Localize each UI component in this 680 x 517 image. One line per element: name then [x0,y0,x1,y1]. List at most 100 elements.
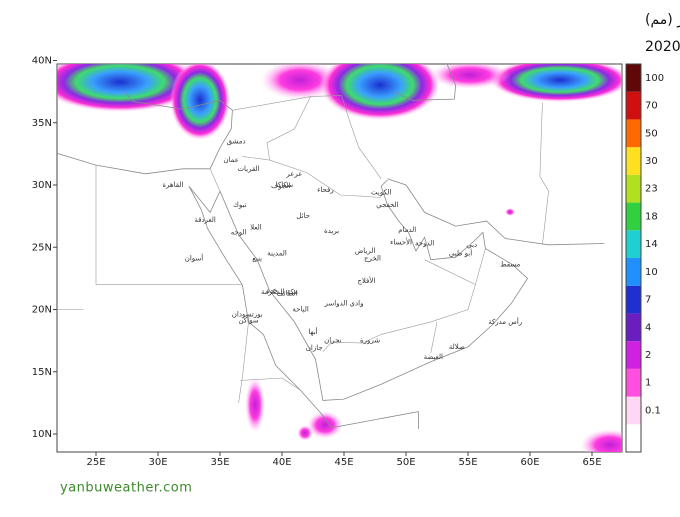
colorbar-segment [626,341,641,369]
border [266,96,311,161]
colorbar-tick-label: 0.1 [645,405,661,416]
lon-tick-label: 25E [86,457,105,468]
city-label: الخرج [364,254,381,262]
city-label: عمان [223,156,239,164]
city-label: دبي [466,241,477,249]
city-label: الغيضة [424,353,443,361]
border [242,156,382,198]
colorbar-tick-label: 2 [645,350,651,361]
city-label: أبو ظبي [449,248,472,257]
border [430,321,438,354]
city-label: وادي الدواسر [324,299,364,307]
coastline [57,91,233,175]
precipitation [57,64,622,452]
city-label: الغردقة [194,216,216,224]
lon-tick-label: 45E [334,457,353,468]
border [341,95,382,179]
colorbar-frame [625,63,642,453]
colorbar-segment [626,368,641,397]
border [424,259,476,285]
lon-tick-label: 65E [582,457,601,468]
city-label: أسوان [185,253,204,262]
lat-tick-label: 35N [32,118,52,129]
border [238,321,249,403]
colorbar-tick-label: 7 [645,295,651,306]
colorbar-segment [626,396,641,425]
city-label: الخفجي [376,201,399,209]
colorbar-segment [626,202,641,231]
city-label: عرعر [285,170,302,178]
city-label: تبوك [233,201,246,209]
axes: 25E 30E 35E 40E 45E 50E 55E 60E 65E 10N 15N 20N 25N 3… [32,56,602,469]
colorbar-tick-label: 100 [645,73,664,84]
city-label: سواكن [238,317,258,325]
lon-tick-label: 30E [148,457,167,468]
city-label: حائل [296,212,310,220]
lat-tick-label: 20N [32,305,52,316]
colorbar-tick-label: 4 [645,322,651,333]
colorbar-tick-label: 30 [645,156,658,167]
colorbar-segment [626,313,641,342]
colorbar-tick-label: 70 [645,101,658,112]
colorbar: 0.1 1 2 4 7 10 14 18 23 30 50 70 100 [625,63,664,453]
lat-tick-label: 25N [32,242,52,253]
colorbar-tick-label: 23 [645,184,658,195]
coastline [219,179,529,401]
city-label: بورتسودان [232,310,263,318]
colorbar-segment [626,119,641,148]
city-label: القاهرة [162,181,183,189]
city-label: شرورة [360,337,380,345]
map-frame [56,63,623,453]
city-label: الجوف [271,182,291,190]
city-label: بريدة [324,227,339,235]
colorbar-segment [626,285,641,314]
colorbar-tick-label: 10 [645,267,658,278]
lon-tick-label: 35E [210,457,229,468]
city-label: الأحساء [390,237,412,246]
colorbar-tick-label: 50 [645,128,658,139]
lat-tick-label: 40N [32,56,52,67]
city-label: نجران [324,337,341,345]
city-label: الباحة [292,306,308,314]
city-label: الأفلاج [357,276,375,285]
border [539,102,549,245]
lon-tick-label: 60E [520,457,539,468]
city-label: سكاكا [276,181,293,189]
lat-tick-label: 30N [32,180,52,191]
colorbar-segment [626,174,641,203]
colorbar-tick-label: 1 [645,378,651,389]
colorbar-base [626,424,641,452]
city-label: الكويت [371,188,391,196]
city-label: أبها [308,327,317,336]
border [209,168,221,192]
city-label: الدمام [398,226,416,234]
coastlines [57,64,605,429]
map-title: نموذج ICON - تراكم المطر (مم) [645,12,680,28]
city-label: المدينة [267,249,287,257]
footer-credit: yanbuweather.com [60,481,192,496]
map-subtitle: تحديث [18Z] 29 فبراير 2020 -- [120] س --… [645,39,680,55]
lon-tick-label: 55E [458,457,477,468]
coastline [188,185,221,214]
colorbar-segment [626,258,641,286]
border [322,248,486,352]
lat-tick-label: 10N [32,429,52,440]
colorbar-segment [626,230,641,258]
lon-tick-label: 40E [272,457,291,468]
city-label: مكة المكرمة [261,288,298,296]
coastline [188,186,419,429]
lat-tick-label: 15N [32,367,52,378]
border [232,95,342,111]
city-label: القريات [237,165,259,173]
city-label: العلا [250,223,262,231]
colorbar-segment [626,64,641,92]
city-label: جازان [306,344,323,352]
city-label: الوجه [231,228,247,236]
city-label: الرياض [355,247,376,255]
colorbar-tick-label: 14 [645,239,658,250]
city-label: مسقط [500,261,520,269]
